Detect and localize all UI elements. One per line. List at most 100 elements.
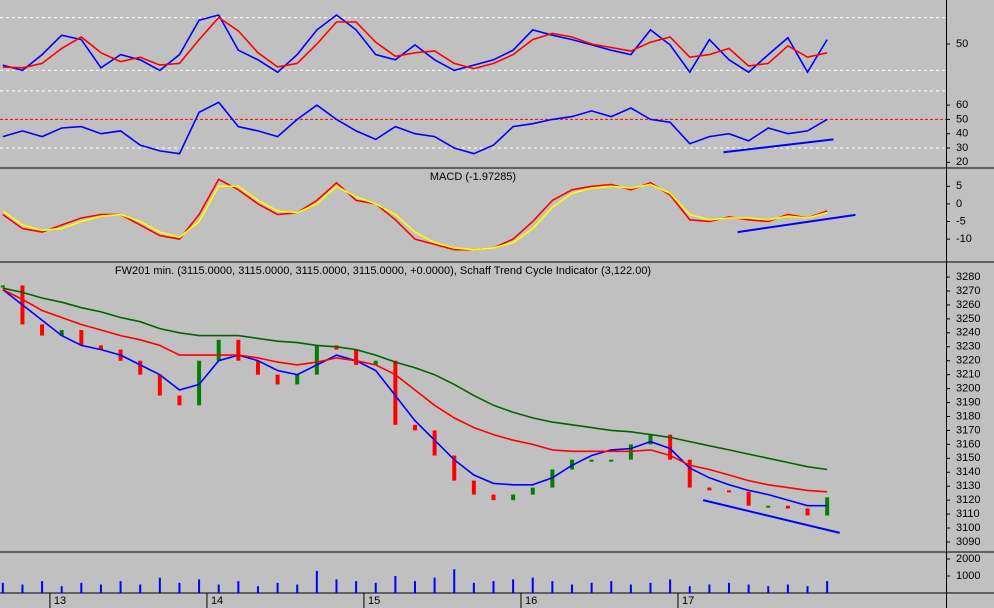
x-tick-label: 16 <box>525 595 537 607</box>
candle <box>314 345 319 375</box>
volume-bar <box>453 569 456 593</box>
y-tick-label: 3210 <box>956 369 980 381</box>
y-tick-label: 20 <box>956 156 968 168</box>
series-line <box>2 288 828 507</box>
volume-bar <box>237 581 240 593</box>
y-tick-label: 3190 <box>956 396 980 408</box>
trend-line <box>737 213 856 234</box>
y-tick-label: 3270 <box>956 285 980 297</box>
candle <box>785 505 790 509</box>
candle <box>177 395 182 406</box>
candle <box>79 330 84 346</box>
series-line <box>2 101 828 155</box>
candle <box>157 374 162 396</box>
volume-bar <box>551 581 554 593</box>
x-tick-label: 13 <box>54 595 66 607</box>
volume-bar <box>669 579 672 593</box>
volume-bar <box>512 579 515 593</box>
candle <box>255 360 260 375</box>
candle <box>452 455 457 481</box>
y-tick-label: 3200 <box>956 383 980 395</box>
volume-bar <box>276 582 279 593</box>
panel-title: FW201 min. (3115.0000, 3115.0000, 3115.0… <box>115 265 651 277</box>
volume-bar <box>688 586 691 593</box>
y-tick-label: 3120 <box>956 494 980 506</box>
volume-bar <box>335 579 338 593</box>
candle <box>727 490 732 493</box>
volume-bar <box>374 582 377 593</box>
y-tick-label: 3280 <box>956 271 980 283</box>
volume-bar <box>767 586 770 593</box>
series-line <box>2 13 828 74</box>
candle <box>805 508 810 516</box>
volume-bar <box>1 582 4 593</box>
volume-bar <box>531 577 534 593</box>
y-tick-label: 50 <box>956 113 968 125</box>
y-tick-label: 3100 <box>956 522 980 534</box>
y-tick-label: 3240 <box>956 327 980 339</box>
y-tick-label: 3090 <box>956 536 980 548</box>
candle <box>432 430 437 456</box>
volume-bar <box>394 576 397 593</box>
volume-bar <box>413 581 416 593</box>
volume-bar <box>806 586 809 593</box>
volume-bar <box>492 581 495 593</box>
candle <box>766 505 771 508</box>
volume-bar <box>198 579 201 593</box>
y-tick-label: 2000 <box>956 553 980 565</box>
volume-bar <box>80 582 83 593</box>
candle <box>648 434 653 445</box>
candle <box>216 339 221 361</box>
candle <box>138 360 143 375</box>
series-line <box>2 178 828 251</box>
candle <box>589 459 594 462</box>
time-axis-strip <box>0 593 994 608</box>
volume-bar <box>139 584 142 593</box>
candle <box>412 424 417 431</box>
candle <box>511 494 516 501</box>
candle <box>59 330 64 336</box>
candle <box>373 360 378 365</box>
volume-bar <box>217 584 220 593</box>
volume-bar <box>570 584 573 593</box>
y-tick-label: 0 <box>956 198 962 210</box>
candle <box>354 349 359 365</box>
y-tick-label: 3140 <box>956 466 980 478</box>
y-tick-label: 50 <box>956 38 968 50</box>
x-tick-label: 15 <box>368 595 380 607</box>
y-tick-label: 60 <box>956 99 968 111</box>
y-tick-label: 3160 <box>956 438 980 450</box>
candle <box>746 491 751 506</box>
y-tick-label: 3230 <box>956 341 980 353</box>
candle <box>0 285 5 288</box>
volume-bar <box>610 581 613 593</box>
y-tick-label: 3110 <box>956 508 980 520</box>
candle <box>825 497 830 516</box>
trend-line <box>723 138 834 154</box>
candle <box>687 459 692 488</box>
series-line <box>2 287 828 471</box>
series-line <box>2 16 828 70</box>
candle <box>98 345 103 350</box>
volume-bar <box>649 582 652 593</box>
y-tick-label: -5 <box>956 215 966 227</box>
candle <box>471 480 476 495</box>
series-line <box>2 288 828 493</box>
y-tick-label: 3150 <box>956 452 980 464</box>
candle <box>236 339 241 361</box>
candle <box>40 324 45 336</box>
y-tick-label: 3170 <box>956 424 980 436</box>
volume-bar <box>826 581 829 593</box>
candle <box>609 459 614 462</box>
y-tick-label: 1000 <box>956 570 980 582</box>
candle <box>491 494 496 501</box>
volume-bar <box>256 586 259 593</box>
volume-bar <box>99 584 102 593</box>
volume-bar <box>472 582 475 593</box>
y-tick-label: 40 <box>956 128 968 140</box>
y-tick-label: 3180 <box>956 410 980 422</box>
y-tick-label: 3130 <box>956 480 980 492</box>
